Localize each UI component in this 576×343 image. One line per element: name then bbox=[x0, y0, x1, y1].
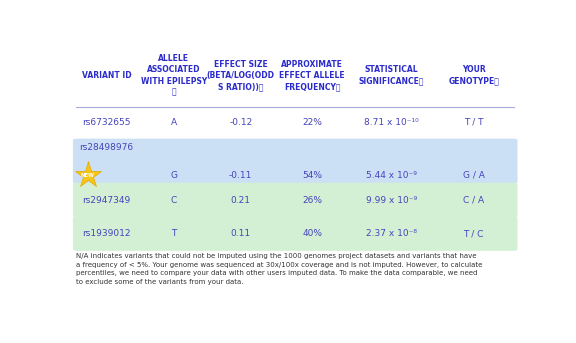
Text: 26%: 26% bbox=[302, 196, 322, 204]
Text: C / A: C / A bbox=[463, 196, 484, 204]
Text: N/A indicates variants that could not be imputed using the 1000 genomes project : N/A indicates variants that could not be… bbox=[77, 253, 483, 285]
Text: EFFECT SIZE
(BETA/LOG(ODD
S RATIO))ⓘ: EFFECT SIZE (BETA/LOG(ODD S RATIO))ⓘ bbox=[207, 60, 275, 91]
Text: -0.11: -0.11 bbox=[229, 170, 252, 180]
Text: VARIANT ID: VARIANT ID bbox=[82, 71, 131, 80]
Text: A: A bbox=[170, 118, 177, 127]
Text: 5.44 x 10⁻⁹: 5.44 x 10⁻⁹ bbox=[366, 170, 416, 180]
Text: 0.11: 0.11 bbox=[230, 229, 251, 238]
Text: 9.99 x 10⁻⁹: 9.99 x 10⁻⁹ bbox=[366, 196, 417, 204]
Text: STATISTICAL
SIGNIFICANCEⓘ: STATISTICAL SIGNIFICANCEⓘ bbox=[358, 66, 424, 85]
Text: rs6732655: rs6732655 bbox=[82, 118, 131, 127]
Text: T / T: T / T bbox=[464, 118, 483, 127]
Text: rs28498976: rs28498976 bbox=[79, 143, 134, 152]
FancyBboxPatch shape bbox=[73, 183, 517, 217]
Text: 8.71 x 10⁻¹⁰: 8.71 x 10⁻¹⁰ bbox=[364, 118, 419, 127]
Text: NEW: NEW bbox=[81, 173, 94, 178]
Text: ALLELE
ASSOCIATED
WITH EPILEPSY
ⓘ: ALLELE ASSOCIATED WITH EPILEPSY ⓘ bbox=[141, 54, 207, 97]
Text: -0.12: -0.12 bbox=[229, 118, 252, 127]
Text: 0.21: 0.21 bbox=[231, 196, 251, 204]
Text: rs2947349: rs2947349 bbox=[82, 196, 131, 204]
Text: 22%: 22% bbox=[302, 118, 322, 127]
Text: 40%: 40% bbox=[302, 229, 322, 238]
Text: C: C bbox=[170, 196, 177, 204]
Text: 54%: 54% bbox=[302, 170, 322, 180]
Text: G: G bbox=[170, 170, 177, 180]
Text: rs1939012: rs1939012 bbox=[82, 229, 131, 238]
Text: APPROXIMATE
EFFECT ALLELE
FREQUENCYⓘ: APPROXIMATE EFFECT ALLELE FREQUENCYⓘ bbox=[279, 60, 345, 91]
Text: G / A: G / A bbox=[463, 170, 484, 180]
Text: T: T bbox=[171, 229, 176, 238]
FancyBboxPatch shape bbox=[73, 216, 517, 251]
Text: 2.37 x 10⁻⁸: 2.37 x 10⁻⁸ bbox=[366, 229, 416, 238]
FancyBboxPatch shape bbox=[73, 139, 517, 184]
Text: T / C: T / C bbox=[464, 229, 484, 238]
Text: YOUR
GENOTYPEⓘ: YOUR GENOTYPEⓘ bbox=[448, 66, 499, 85]
